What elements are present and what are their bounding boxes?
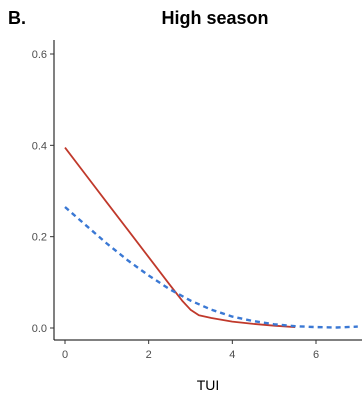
x-axis-title: TUI [197,377,220,393]
x-tick-label: 0 [62,349,68,361]
series-line-solid [64,147,296,328]
series-line-dashed [64,206,358,329]
chart-title: High season [161,8,268,28]
x-tick-label: 6 [313,349,319,361]
x-tick-label: 2 [146,349,152,361]
y-axis: 0.0 0.2 0.4 0.6 [32,40,55,340]
y-tick-label: 0.4 [32,140,47,152]
panel-label: B. [8,8,26,28]
y-tick-label: 0.0 [32,323,47,335]
y-tick-label: 0.6 [32,49,47,61]
x-tick-label: 4 [229,349,235,361]
x-axis: 0 2 4 6 [54,339,362,361]
y-tick-label: 0.2 [32,232,47,244]
series-layer [64,147,358,329]
